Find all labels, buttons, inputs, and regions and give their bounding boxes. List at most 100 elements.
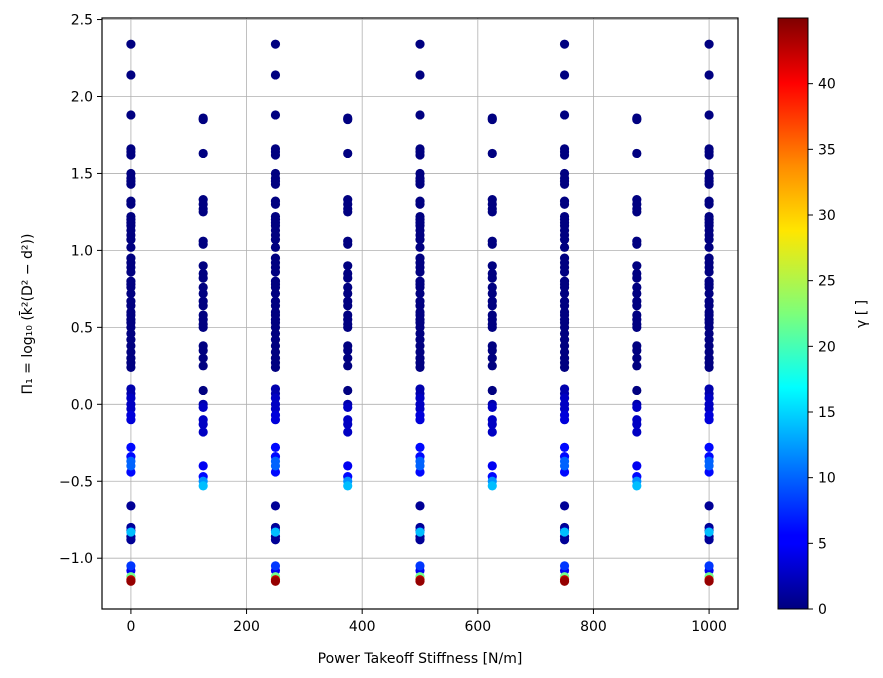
colorbar-tick-label: 35 — [818, 142, 836, 158]
scatter-point — [704, 501, 714, 511]
scatter-point — [487, 207, 497, 217]
scatter-point — [198, 322, 208, 332]
scatter-point — [126, 235, 136, 245]
scatter-point — [559, 267, 570, 277]
scatter-point — [487, 481, 497, 491]
scatter-point — [126, 110, 136, 120]
y-tick-label: 1.5 — [71, 166, 93, 182]
scatter-point — [198, 345, 208, 356]
scatter-point — [415, 527, 425, 537]
scatter-point — [198, 427, 208, 437]
scatter-point — [270, 235, 281, 245]
scatter-point — [559, 70, 570, 80]
scatter-point — [487, 419, 497, 429]
scatter-point — [126, 242, 136, 252]
scatter-point — [415, 110, 425, 120]
scatter-point — [487, 239, 497, 249]
scatter-point — [415, 235, 425, 245]
scatter-point — [559, 150, 570, 160]
scatter-point — [632, 361, 642, 371]
scatter-point — [704, 235, 714, 245]
scatter-point — [559, 39, 570, 49]
scatter-point — [704, 576, 714, 586]
scatter-point — [704, 110, 714, 120]
scatter-point — [343, 261, 353, 271]
scatter-point — [559, 235, 570, 245]
scatter-point — [632, 461, 642, 471]
scatter-point — [270, 415, 281, 425]
scatter-point — [343, 322, 353, 332]
scatter-point — [559, 561, 570, 571]
scatter-point — [126, 150, 136, 160]
scatter-point — [559, 527, 570, 537]
scatter-point — [343, 361, 353, 371]
scatter-point — [198, 288, 208, 299]
scatter-point — [126, 199, 136, 209]
scatter-point — [126, 527, 136, 537]
x-tick-label: 800 — [580, 619, 607, 635]
scatter-point — [343, 427, 353, 437]
scatter-point — [415, 561, 425, 571]
scatter-point — [559, 576, 570, 586]
y-tick-label: −1.0 — [59, 551, 93, 567]
scatter-point — [198, 148, 208, 159]
scatter-point — [704, 150, 714, 160]
scatter-point — [198, 461, 208, 471]
scatter-point — [270, 267, 281, 277]
scatter-point — [415, 576, 425, 586]
scatter-point — [632, 207, 642, 217]
scatter-point — [198, 114, 208, 125]
scatter-point — [487, 288, 497, 299]
scatter-point — [343, 481, 353, 491]
scatter-point — [415, 242, 425, 252]
scatter-point — [415, 288, 425, 299]
scatter-point — [198, 419, 208, 429]
scatter-point — [198, 481, 208, 491]
scatter-point — [704, 527, 714, 537]
scatter-point — [270, 288, 281, 299]
x-tick-label: 1000 — [691, 619, 727, 635]
scatter-point — [704, 415, 714, 425]
scatter-point — [632, 239, 642, 249]
scatter-point — [487, 322, 497, 332]
scatter-point — [559, 362, 570, 372]
scatter-point — [126, 39, 136, 49]
scatter-points — [126, 39, 714, 586]
scatter-point — [704, 561, 714, 571]
scatter-point — [559, 461, 570, 471]
scatter-point — [270, 501, 281, 511]
colorbar-tick-label: 5 — [818, 536, 827, 552]
scatter-point — [270, 150, 281, 160]
scatter-point — [343, 273, 353, 283]
colorbar — [777, 17, 809, 610]
scatter-point — [126, 415, 136, 425]
scatter-point — [198, 207, 208, 217]
scatter-point — [343, 207, 353, 217]
scatter-point — [343, 385, 353, 396]
scatter-point — [487, 301, 497, 311]
scatter-point — [343, 114, 353, 125]
scatter-point — [415, 39, 425, 49]
scatter-point — [632, 261, 642, 271]
scatter-point — [270, 39, 281, 49]
x-tick-label: 400 — [349, 619, 376, 635]
scatter-point — [632, 402, 642, 412]
scatter-point — [559, 415, 570, 425]
colorbar-tick-label: 15 — [818, 405, 836, 421]
scatter-point — [487, 461, 497, 471]
scatter-point — [632, 345, 642, 356]
scatter-point — [559, 110, 570, 120]
scatter-point — [270, 527, 281, 537]
scatter-point — [126, 362, 136, 372]
scatter-point — [343, 345, 353, 356]
x-tick-label: 600 — [464, 619, 491, 635]
scatter-point — [487, 385, 497, 396]
colorbar-tick-label: 0 — [818, 602, 827, 618]
scatter-point — [415, 199, 425, 209]
scatter-point — [198, 273, 208, 283]
scatter-point — [487, 345, 497, 356]
y-tick-label: 0.5 — [71, 320, 93, 336]
scatter-point — [559, 199, 570, 209]
scatter-point — [487, 273, 497, 283]
scatter-point — [415, 415, 425, 425]
